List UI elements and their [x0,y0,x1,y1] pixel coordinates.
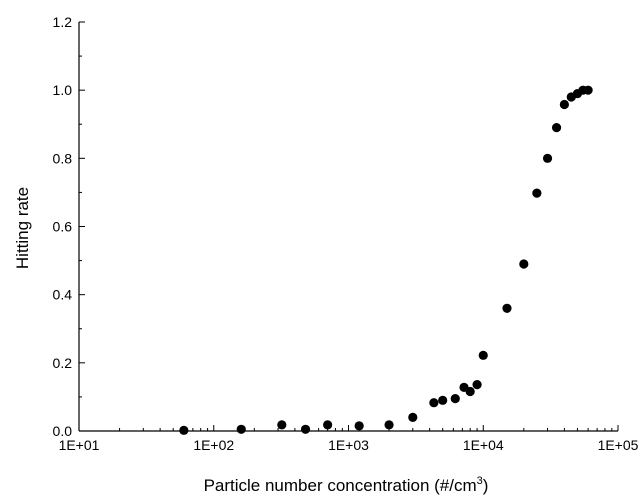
y-tick-label: 0.4 [53,287,73,303]
data-point [542,153,553,163]
y-tick-label: 1.2 [53,14,73,30]
x-tick-label: 1E+03 [328,437,369,453]
y-axis-ticks: 0.0 0.2 0.4 0.6 0.8 1.0 1.2 [53,14,85,439]
data-point [583,85,593,95]
data-points [179,85,593,435]
y-tick-label: 0.2 [53,355,73,371]
x-tick-label: 1E+04 [463,437,504,453]
data-point [236,424,246,434]
data-point [551,123,562,133]
x-axis-title: Particle number concentration (#/cm3) [204,475,489,495]
data-point [438,395,448,405]
y-tick-label: 0.8 [53,150,73,166]
data-point [384,420,394,430]
y-tick-label: 0.6 [53,219,73,235]
data-point [354,421,364,431]
data-point [300,424,311,434]
data-point [179,425,189,435]
x-tick-label: 1E+01 [59,437,100,453]
data-point [429,398,439,408]
data-point [465,386,475,397]
data-point [532,188,542,198]
x-tick-label: 1E+05 [598,437,639,453]
x-axis-title-superscript: 3 [477,475,483,487]
x-axis-ticks: 1E+01 1E+02 1E+03 1E+04 1E+05 [59,425,639,453]
x-axis-title-suffix: ) [483,476,489,495]
axes [78,22,618,432]
y-axis-title: Hitting rate [13,187,32,269]
data-point [277,420,287,430]
x-tick-label: 1E+02 [193,437,234,453]
y-tick-label: 0.0 [53,423,73,439]
data-point [502,303,512,313]
data-point [478,350,488,360]
data-point [472,380,482,390]
data-point [450,394,460,404]
data-point [408,412,418,422]
data-point [519,259,529,269]
y-tick-label: 1.0 [53,82,73,98]
data-point [559,99,569,110]
x-axis-title-main: Particle number concentration (#/cm [204,476,477,495]
data-point [323,420,333,430]
